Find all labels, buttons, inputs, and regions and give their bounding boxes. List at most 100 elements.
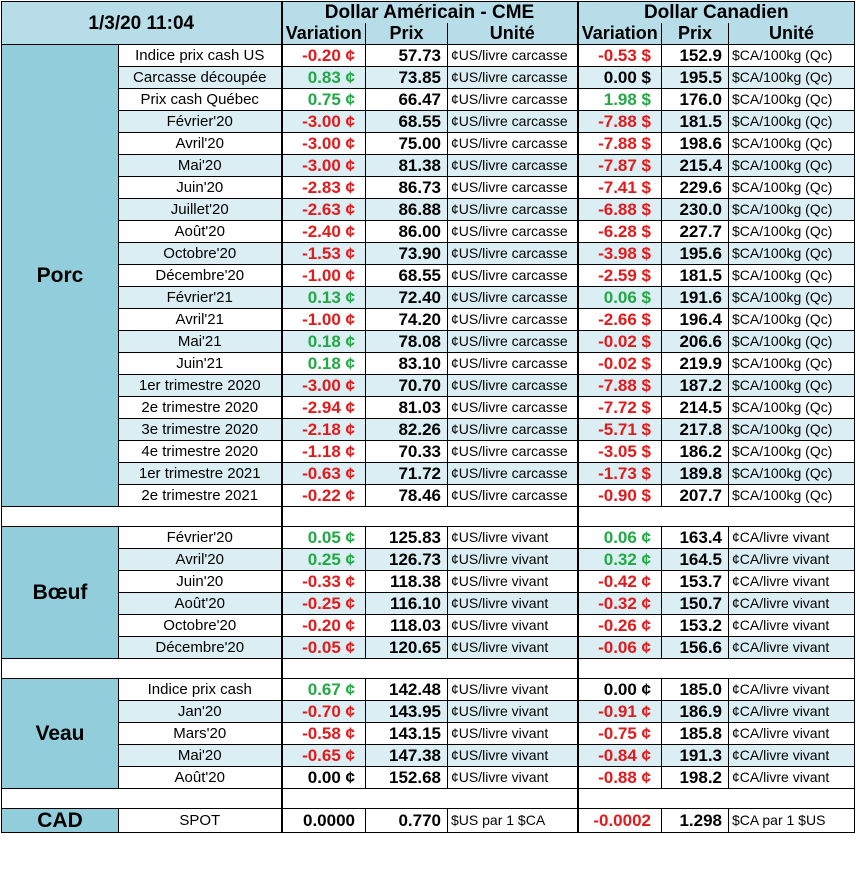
usd-price: 68.55 (365, 110, 448, 133)
usd-unit: ¢US/livre carcasse (446, 198, 579, 221)
usd-unit: ¢US/livre vivant (446, 678, 579, 701)
usd-price: 81.38 (365, 154, 448, 177)
cad-price: 198.6 (661, 132, 730, 155)
usd-variation: -3.00 ¢ (280, 154, 366, 177)
table-row: Mai'21 0.18 ¢ 78.08 ¢US/livre carcasse -0.02… (2, 330, 856, 353)
row-label: Février'21 (118, 286, 282, 309)
cad-price: 215.4 (661, 154, 730, 177)
cad-price: 163.4 (661, 526, 730, 549)
cad-variation: -7.87 $ (576, 154, 663, 177)
usd-unite-header: Unité (446, 23, 579, 45)
table-row: 1er trimestre 2020 -3.00 ¢ 70.70 ¢US/livre … (2, 374, 856, 397)
usd-unit: ¢US/livre carcasse (446, 462, 579, 485)
row-label: Indice prix cash (118, 678, 282, 701)
usd-price: 70.70 (365, 374, 448, 397)
spacer-cell (280, 658, 579, 679)
cad-price: 189.8 (661, 462, 730, 485)
usd-section-title: Dollar Américain - CME (280, 1, 579, 23)
section-spacer (1, 658, 856, 679)
cad-section-title: Dollar Canadien (576, 1, 856, 23)
section-name: CAD (1, 808, 119, 833)
usd-price: 68.55 (365, 264, 448, 287)
cad-price: 195.5 (661, 66, 730, 89)
usd-variation: -0.65 ¢ (280, 744, 366, 767)
table-row: Mai'20 -3.00 ¢ 81.38 ¢US/livre carcasse -7.8… (2, 154, 856, 177)
usd-price: 116.10 (365, 592, 448, 615)
usd-price: 118.03 (365, 614, 448, 637)
cad-unit: $CA/100kg (Qc) (728, 198, 856, 221)
usd-unit: ¢US/livre carcasse (446, 154, 579, 177)
cad-unit: ¢CA/livre vivant (728, 548, 856, 571)
usd-price: 78.08 (365, 330, 448, 353)
cad-unit: $CA/100kg (Qc) (728, 242, 856, 265)
usd-price: 72.40 (365, 286, 448, 309)
cad-variation: -0.06 ¢ (576, 636, 663, 659)
usd-unit: ¢US/livre vivant (446, 766, 579, 789)
usd-price: 71.72 (365, 462, 448, 485)
row-label: Mars'20 (118, 722, 282, 745)
cad-unit: ¢CA/livre vivant (728, 570, 856, 593)
cad-variation: 0.32 ¢ (576, 548, 663, 571)
row-label: Carcasse découpée (118, 66, 282, 89)
row-label: Octobre'20 (118, 614, 282, 637)
usd-variation: -0.70 ¢ (280, 700, 366, 723)
cad-variation: 0.00 $ (576, 66, 663, 89)
row-label: Avril'20 (118, 548, 282, 571)
usd-variation: -0.58 ¢ (280, 722, 366, 745)
usd-price: 70.33 (365, 440, 448, 463)
usd-variation: -1.18 ¢ (280, 440, 366, 463)
spacer-cell (1, 506, 282, 527)
cad-variation: -0.88 ¢ (576, 766, 663, 789)
usd-unit: ¢US/livre carcasse (446, 440, 579, 463)
section-name: Porc (1, 44, 119, 507)
cad-prix-header: Prix (661, 23, 730, 45)
cad-variation: -0.75 ¢ (576, 722, 663, 745)
usd-price: 143.95 (365, 700, 448, 723)
cad-variation: -0.42 ¢ (576, 570, 663, 593)
usd-variation: -2.40 ¢ (280, 220, 366, 243)
table-row: Carcasse découpée 0.83 ¢ 73.85 ¢US/livre ca… (2, 66, 856, 89)
cad-price: 187.2 (661, 374, 730, 397)
usd-variation: -1.53 ¢ (280, 242, 366, 265)
usd-unit: ¢US/livre carcasse (446, 132, 579, 155)
cad-variation: 0.06 $ (576, 286, 663, 309)
cad-price: 198.2 (661, 766, 730, 789)
row-label: Prix cash Québec (118, 88, 282, 111)
usd-variation: -0.33 ¢ (280, 570, 366, 593)
price-table: 1/3/20 11:04 Dollar Américain - CME Doll… (1, 1, 856, 833)
usd-price: 81.03 (365, 396, 448, 419)
usd-unit: ¢US/livre vivant (446, 636, 579, 659)
cad-variation: -0.0002 (576, 808, 663, 833)
cad-price: 176.0 (661, 88, 730, 111)
usd-price: 75.00 (365, 132, 448, 155)
cad-price: 152.9 (661, 44, 730, 67)
row-label: SPOT (118, 808, 282, 833)
usd-unit: ¢US/livre vivant (446, 592, 579, 615)
table-row: Août'20 -0.25 ¢ 116.10 ¢US/livre vivant -0.3… (2, 592, 856, 615)
row-label: 2e trimestre 2020 (118, 396, 282, 419)
cad-variation: 1.98 $ (576, 88, 663, 111)
cad-price: 153.2 (661, 614, 730, 637)
report-datetime: 1/3/20 11:04 (1, 1, 282, 45)
usd-price: 83.10 (365, 352, 448, 375)
cad-variation-header: Variation (576, 23, 663, 45)
row-label: Février'20 (118, 110, 282, 133)
cad-unit: $CA/100kg (Qc) (728, 330, 856, 353)
usd-variation: -3.00 ¢ (280, 132, 366, 155)
usd-variation: -0.05 ¢ (280, 636, 366, 659)
table-row: Février'21 0.13 ¢ 72.40 ¢US/livre carcasse 0… (2, 286, 856, 309)
usd-variation: 0.25 ¢ (280, 548, 366, 571)
cad-price: 191.3 (661, 744, 730, 767)
cad-variation: -6.28 $ (576, 220, 663, 243)
cad-variation: 0.00 ¢ (576, 678, 663, 701)
usd-variation: 0.75 ¢ (280, 88, 366, 111)
spacer-cell (280, 788, 579, 809)
usd-unit: ¢US/livre carcasse (446, 66, 579, 89)
cad-unit: ¢CA/livre vivant (728, 700, 856, 723)
usd-variation: 0.67 ¢ (280, 678, 366, 701)
cad-price: 196.4 (661, 308, 730, 331)
cad-variation: -5.71 $ (576, 418, 663, 441)
section-name: Bœuf (1, 526, 119, 659)
cad-variation: -7.72 $ (576, 396, 663, 419)
usd-unit: ¢US/livre vivant (446, 548, 579, 571)
